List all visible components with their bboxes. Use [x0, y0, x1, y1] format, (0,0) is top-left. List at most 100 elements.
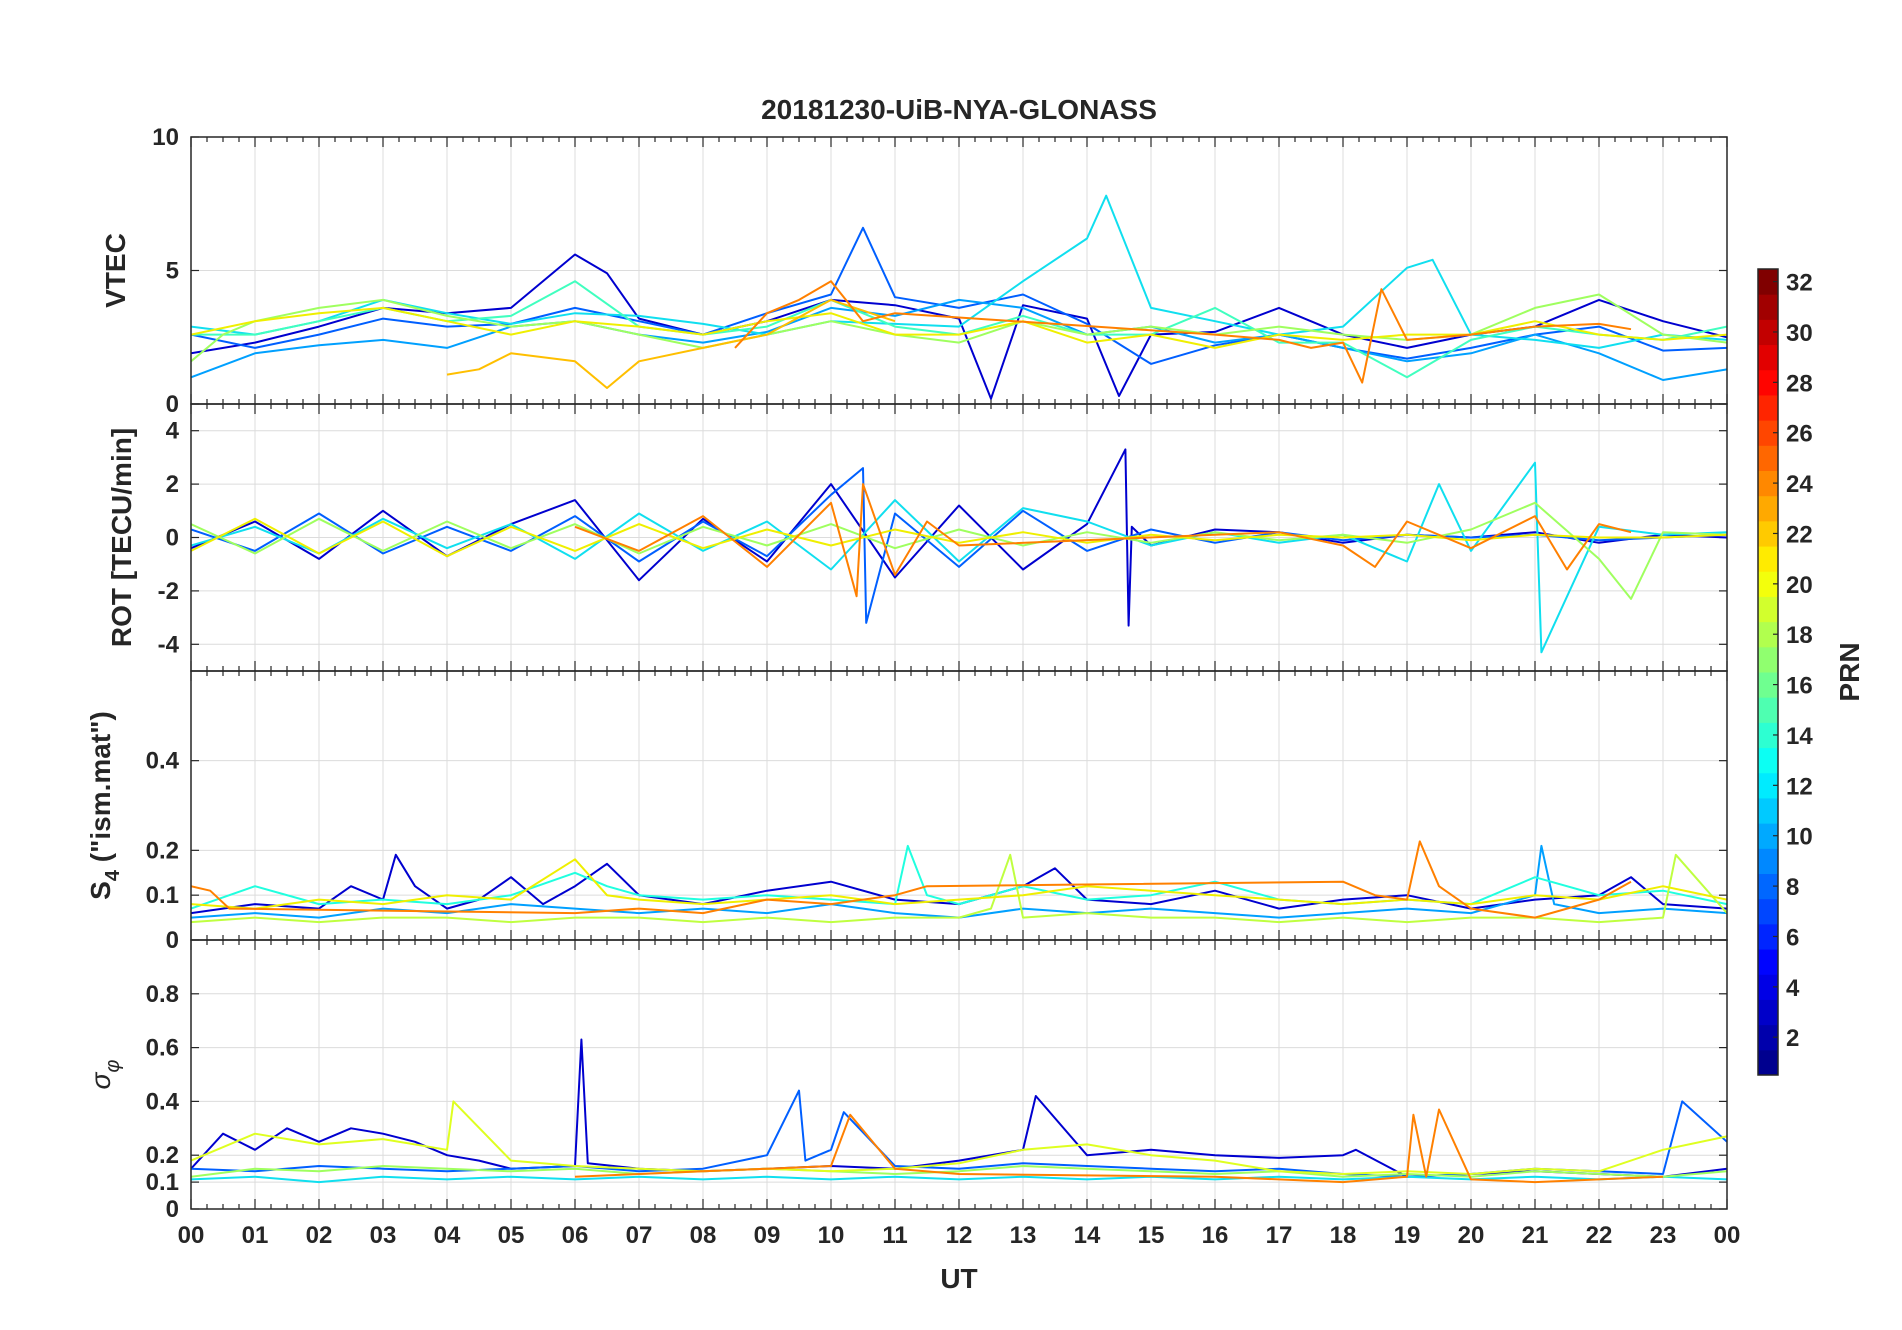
colorbar-segment [1758, 747, 1778, 774]
x-axis-label: UT [940, 1263, 977, 1294]
colorbar-tick-label: 22 [1786, 521, 1813, 548]
y-tick-label: 0.1 [146, 1169, 179, 1196]
colorbar-segment [1758, 797, 1778, 824]
colorbar-tick-label: 8 [1786, 874, 1799, 901]
x-tick-label: 23 [1650, 1222, 1677, 1249]
colorbar-segment [1758, 848, 1778, 874]
colorbar-segment [1758, 923, 1778, 950]
colorbar-tick-label: 6 [1786, 924, 1799, 951]
colorbar-tick-label: 30 [1786, 320, 1813, 347]
series-line-prn-19 [191, 1100, 1727, 1175]
colorbar-tick-label: 24 [1786, 471, 1813, 498]
colorbar-segment [1758, 571, 1778, 597]
y-tick-label: -2 [158, 578, 179, 605]
colorbar-segment [1758, 823, 1778, 849]
colorbar-segment [1758, 269, 1778, 295]
series-group [191, 1038, 1727, 1184]
series-line-prn-9 [191, 844, 1727, 919]
ylabel-main: σ [85, 1071, 116, 1089]
x-tick-label: 18 [1330, 1222, 1357, 1249]
series-line-prn-2 [191, 253, 1727, 400]
x-tick-label: 14 [1074, 1222, 1101, 1249]
y-tick-label: 0.8 [146, 981, 179, 1008]
panel-s4: 0 0.1 0.2 0.4 S4 ("ism.mat") [85, 670, 1728, 954]
x-tick-label: 10 [818, 1222, 845, 1249]
x-axis: 00 01 02 03 04 05 06 07 08 09 10 11 12 13 14 15 16 17 18 19… [178, 1222, 1741, 1249]
series-line-prn-2 [191, 853, 1727, 915]
colorbar-segment [1758, 495, 1778, 522]
x-tick-label: 03 [370, 1222, 397, 1249]
x-tick-label: 00 [178, 1222, 205, 1249]
colorbar-segment [1758, 697, 1778, 723]
y-tick-label: 0.6 [146, 1035, 179, 1062]
colorbar-segment [1758, 344, 1778, 371]
colorbar-tick-label: 26 [1786, 421, 1813, 448]
colorbar-segment [1758, 546, 1778, 572]
x-tick-label: 05 [498, 1222, 525, 1249]
series-line-prn-11 [191, 461, 1727, 654]
colorbar-tick-label: 12 [1786, 773, 1813, 800]
series-line-prn-23 [574, 1108, 1664, 1184]
colorbar-segment [1758, 445, 1778, 471]
y-axis-label-s4: S4 ("ism.mat") [85, 711, 124, 900]
y-tick-label: 0.2 [146, 837, 179, 864]
colorbar-segment [1758, 520, 1778, 547]
series-line-prn-9 [191, 298, 1727, 381]
colorbar-tick-label: 14 [1786, 723, 1813, 750]
colorbar-label: PRN [1834, 642, 1865, 701]
colorbar-segment [1758, 898, 1778, 925]
x-tick-label: 17 [1266, 1222, 1293, 1249]
y-tick-label: 0 [166, 1196, 179, 1223]
colorbar-segment [1758, 873, 1778, 900]
colorbar-segment [1758, 319, 1778, 346]
y-tick-label: 0.2 [146, 1142, 179, 1169]
colorbar-tick-label: 32 [1786, 270, 1813, 297]
series-group [191, 448, 1727, 654]
x-tick-label: 06 [562, 1222, 589, 1249]
x-tick-label: 22 [1586, 1222, 1613, 1249]
x-tick-label: 15 [1138, 1222, 1165, 1249]
y-tick-label: -4 [158, 631, 180, 658]
series-line-prn-21 [446, 298, 896, 389]
series-line-prn-23 [191, 840, 1632, 919]
series-line-prn-17 [191, 1165, 1727, 1178]
colorbar-segment [1758, 596, 1778, 623]
colorbar-segment [1758, 722, 1778, 749]
x-tick-label: 00 [1714, 1222, 1741, 1249]
x-tick-label: 16 [1202, 1222, 1229, 1249]
x-tick-label: 19 [1394, 1222, 1421, 1249]
ylabel-rest: ("ism.mat") [85, 711, 116, 870]
y-axis-label-rot: ROT [TECU/min] [106, 428, 137, 647]
x-tick-label: 20 [1458, 1222, 1485, 1249]
colorbar-segment [1758, 420, 1778, 446]
colorbar-tick-label: 10 [1786, 824, 1813, 851]
colorbar-segment [1758, 772, 1778, 799]
y-axis-label-vtec: VTEC [100, 233, 131, 308]
colorbar-tick-label: 4 [1786, 975, 1800, 1002]
panel-frame [190, 939, 1728, 1210]
y-tick-label: 0 [166, 927, 179, 954]
y-axis-label-sigma: σφ [85, 1060, 124, 1090]
colorbar-segment [1758, 672, 1778, 698]
colorbar-segment [1758, 974, 1778, 1000]
ylabel-main: S [85, 881, 116, 900]
colorbar-segment [1758, 394, 1778, 421]
colorbar-tick-label: 28 [1786, 370, 1813, 397]
series-line-prn-20 [191, 858, 1727, 910]
x-tick-label: 13 [1010, 1222, 1037, 1249]
series-line-prn-11 [191, 194, 1727, 349]
y-tick-label: 0.4 [146, 748, 180, 775]
x-tick-label: 09 [754, 1222, 781, 1249]
series-line-prn-6 [191, 467, 1727, 624]
chart-title: 20181230-UiB-NYA-GLONASS [761, 94, 1157, 125]
colorbar-tick-label: 20 [1786, 572, 1813, 599]
x-tick-label: 01 [242, 1222, 269, 1249]
x-tick-label: 12 [946, 1222, 973, 1249]
colorbar-tick-label: 18 [1786, 622, 1813, 649]
series-line-prn-6 [191, 226, 1727, 365]
series-line-prn-23 [734, 280, 1632, 384]
y-tick-label: 10 [152, 124, 179, 151]
colorbar-segment [1758, 646, 1778, 673]
